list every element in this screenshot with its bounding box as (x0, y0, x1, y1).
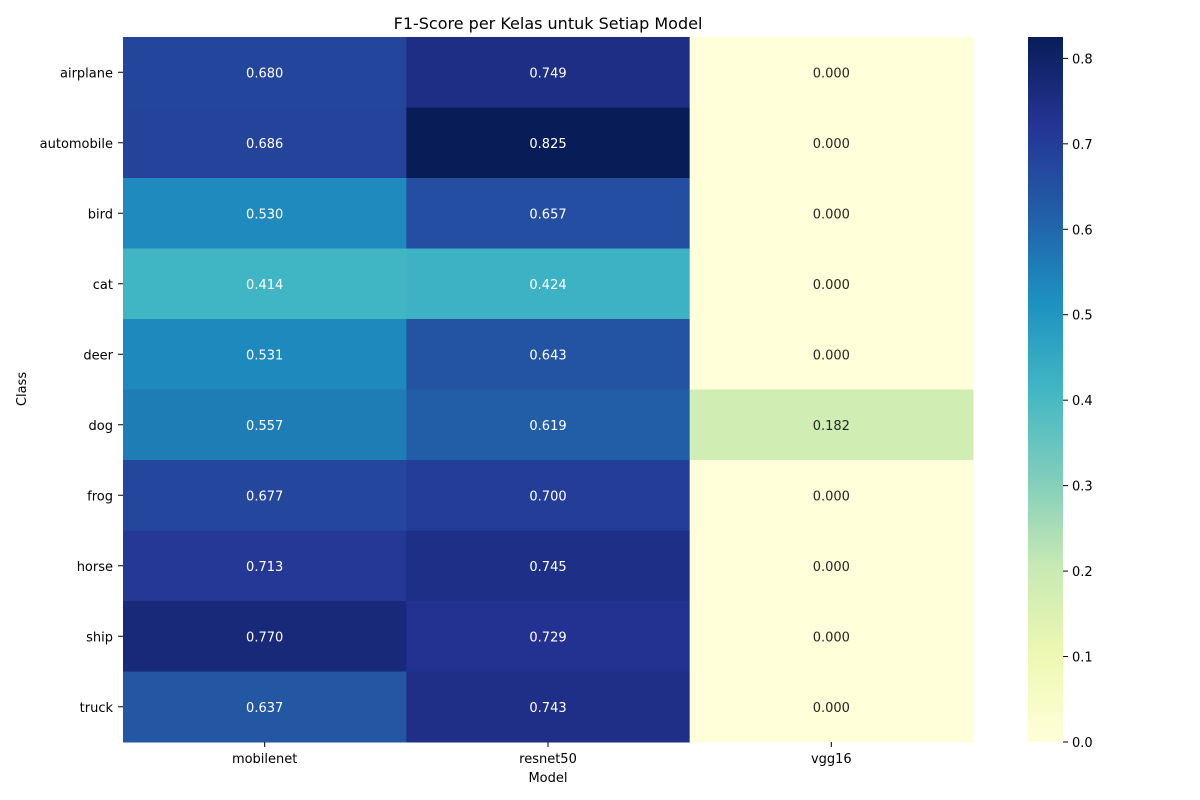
cell-value-label: 0.713 (246, 560, 283, 575)
heatmap-cell (123, 37, 407, 108)
colorbar-tick-label: 0.3 (1072, 480, 1093, 495)
y-tick-label: horse (77, 560, 113, 575)
y-tick-label: frog (87, 489, 113, 504)
y-axis-label: Class (15, 372, 30, 406)
heatmap-cell (689, 460, 974, 531)
cell-value-label: 0.637 (246, 701, 283, 716)
heatmap-cell (689, 178, 974, 249)
colorbar-tick-label: 0.0 (1072, 736, 1093, 751)
y-tick-label: airplane (60, 66, 113, 81)
y-tick-label: ship (86, 630, 113, 645)
heatmap-cell (406, 460, 691, 531)
x-tick-label: resnet50 (519, 752, 577, 767)
heatmap-cell (689, 107, 974, 179)
heatmap-cell (406, 248, 691, 320)
cell-value-label: 0.729 (529, 630, 566, 645)
cell-value-label: 0.680 (246, 66, 283, 81)
heatmap-cell (406, 107, 691, 179)
heatmap-cell (406, 389, 691, 461)
cell-value-label: 0.686 (246, 137, 283, 152)
heatmap-cell (406, 37, 691, 108)
chart-title: F1-Score per Kelas untuk Setiap Model (394, 14, 703, 33)
heatmap-cell (406, 178, 691, 249)
colorbar-tick-label: 0.7 (1072, 138, 1093, 153)
heatmap-cell (123, 460, 407, 531)
y-tick-label: truck (80, 701, 114, 716)
heatmap-cell (123, 389, 407, 461)
cell-value-label: 0.619 (529, 419, 566, 434)
colorbar-tick-label: 0.8 (1072, 52, 1093, 67)
colorbar (1028, 37, 1063, 742)
colorbar-tick-label: 0.6 (1072, 223, 1093, 238)
heatmap-cell (123, 178, 407, 249)
cell-value-label: 0.743 (529, 701, 566, 716)
cell-value-label: 0.000 (813, 348, 850, 363)
cell-value-label: 0.825 (529, 137, 566, 152)
heatmap-cell (689, 389, 974, 461)
y-tick-label: dog (89, 419, 113, 434)
cell-value-label: 0.182 (813, 419, 850, 434)
cell-value-label: 0.000 (813, 207, 850, 222)
x-tick-label: vgg16 (811, 752, 852, 767)
colorbar-ticks: 0.0 0.1 0.2 0.3 0.4 0.5 0.6 0.7 0.8 (1063, 52, 1093, 751)
cell-value-label: 0.749 (529, 66, 566, 81)
cell-value-label: 0.000 (813, 137, 850, 152)
cell-value-label: 0.643 (529, 348, 566, 363)
heatmap-cell (123, 601, 407, 672)
cell-value-label: 0.000 (813, 66, 850, 81)
heatmap-cell (689, 530, 974, 602)
heatmap-cell (689, 248, 974, 320)
heatmap-cell (406, 671, 691, 743)
cell-value-label: 0.700 (529, 489, 566, 504)
heatmap-cell (123, 671, 407, 743)
y-tick-label: cat (93, 278, 113, 293)
cell-value-label: 0.657 (529, 207, 566, 222)
cell-value-label: 0.000 (813, 278, 850, 293)
cell-value-label: 0.000 (813, 630, 850, 645)
y-axis-ticks: airplane automobile bird cat deer dog frog hors… (40, 66, 123, 716)
colorbar-tick-label: 0.5 (1072, 309, 1093, 324)
cell-value-label: 0.770 (246, 630, 283, 645)
heatmap-cell (689, 601, 974, 672)
x-axis-ticks: mobilenet resnet50 vgg16 (232, 742, 852, 767)
y-tick-label: automobile (40, 137, 113, 152)
heatmap-cell (123, 319, 407, 390)
cell-value-label: 0.414 (246, 278, 283, 293)
heatmap-cell (406, 319, 691, 390)
cell-value-label: 0.424 (529, 278, 566, 293)
heatmap-cell (406, 530, 691, 602)
colorbar-tick-label: 0.2 (1072, 565, 1093, 580)
cell-value-label: 0.530 (246, 207, 283, 222)
cell-value-label: 0.531 (246, 348, 283, 363)
colorbar-tick-label: 0.4 (1072, 394, 1093, 409)
cell-value-label: 0.000 (813, 560, 850, 575)
heatmap-cell (689, 671, 974, 743)
heatmap-cell (689, 319, 974, 390)
colorbar-tick-label: 0.1 (1072, 651, 1093, 666)
x-tick-label: mobilenet (232, 752, 297, 767)
cell-value-label: 0.000 (813, 701, 850, 716)
heatmap-cells (123, 37, 974, 743)
cell-value-label: 0.557 (246, 419, 283, 434)
cell-value-label: 0.677 (246, 489, 283, 504)
heatmap-cell (123, 530, 407, 602)
x-axis-label: Model (528, 771, 567, 786)
y-tick-label: bird (88, 207, 113, 222)
heatmap-cell (123, 248, 407, 320)
cell-value-label: 0.745 (529, 560, 566, 575)
heatmap-cell (123, 107, 407, 179)
y-tick-label: deer (83, 348, 113, 363)
heatmap-cell-labels: 0.680 0.749 0.000 0.686 0.825 0.000 0.530 0.657… (246, 66, 850, 716)
heatmap-cell (406, 601, 691, 672)
cell-value-label: 0.000 (813, 489, 850, 504)
heatmap-cell (689, 37, 974, 108)
